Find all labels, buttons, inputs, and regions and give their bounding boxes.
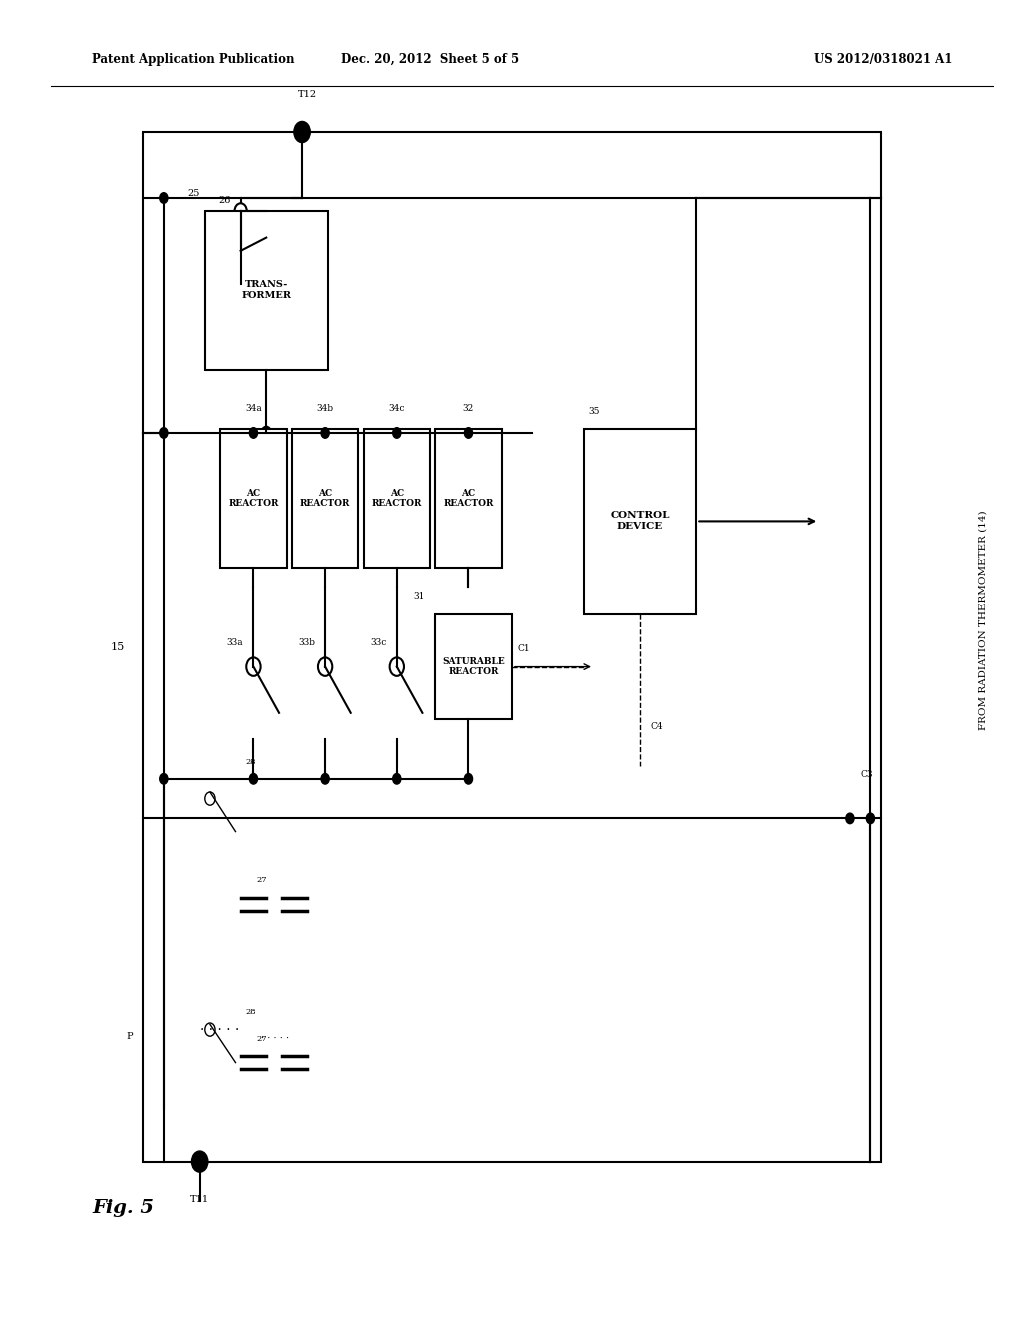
Text: TRANS-
FORMER: TRANS- FORMER xyxy=(242,280,291,301)
Text: 31: 31 xyxy=(414,591,425,601)
Text: P: P xyxy=(127,1032,133,1040)
Text: AC
REACTOR: AC REACTOR xyxy=(228,488,279,508)
Bar xyxy=(364,429,430,568)
Text: C3: C3 xyxy=(860,770,872,779)
Text: US 2012/0318021 A1: US 2012/0318021 A1 xyxy=(814,53,952,66)
Circle shape xyxy=(392,774,400,784)
Text: T11: T11 xyxy=(190,1195,209,1204)
Circle shape xyxy=(866,813,874,824)
Text: 33c: 33c xyxy=(371,638,386,647)
Text: 34a: 34a xyxy=(245,404,262,413)
Text: T12: T12 xyxy=(298,90,316,99)
Circle shape xyxy=(392,428,400,438)
Bar xyxy=(292,429,358,568)
Text: 27: 27 xyxy=(256,876,266,884)
Text: C1: C1 xyxy=(517,644,529,653)
Bar xyxy=(143,132,881,1162)
Text: Dec. 20, 2012  Sheet 5 of 5: Dec. 20, 2012 Sheet 5 of 5 xyxy=(341,53,519,66)
Text: SATURABLE
REACTOR: SATURABLE REACTOR xyxy=(442,657,505,676)
Text: 33b: 33b xyxy=(298,638,315,647)
Text: 33a: 33a xyxy=(226,638,244,647)
Text: · · · · ·: · · · · · xyxy=(200,1023,239,1036)
Text: 28: 28 xyxy=(246,758,256,766)
Text: 27: 27 xyxy=(256,1035,266,1043)
Circle shape xyxy=(322,774,330,784)
Text: 26: 26 xyxy=(218,195,230,205)
Text: 34b: 34b xyxy=(316,404,334,413)
Circle shape xyxy=(250,774,258,784)
Text: 15: 15 xyxy=(111,642,125,652)
Circle shape xyxy=(191,1151,208,1172)
Circle shape xyxy=(322,428,330,438)
Circle shape xyxy=(160,428,168,438)
Text: Fig. 5: Fig. 5 xyxy=(92,1199,155,1217)
Bar xyxy=(220,429,287,568)
Text: 25: 25 xyxy=(187,189,200,198)
Circle shape xyxy=(465,428,473,438)
Circle shape xyxy=(160,193,168,203)
Circle shape xyxy=(465,774,473,784)
Circle shape xyxy=(846,813,854,824)
Bar xyxy=(205,211,328,370)
Text: AC
REACTOR: AC REACTOR xyxy=(300,488,350,508)
Text: 28: 28 xyxy=(246,1008,256,1016)
Text: Patent Application Publication: Patent Application Publication xyxy=(92,53,295,66)
Text: AC
REACTOR: AC REACTOR xyxy=(443,488,494,508)
Text: AC
REACTOR: AC REACTOR xyxy=(372,488,422,508)
Bar xyxy=(584,429,696,614)
Circle shape xyxy=(160,774,168,784)
Circle shape xyxy=(250,428,258,438)
Text: C4: C4 xyxy=(650,722,663,730)
Bar xyxy=(435,614,512,719)
Text: 32: 32 xyxy=(463,404,474,413)
Circle shape xyxy=(294,121,310,143)
Text: FROM RADIATION THERMOMETER (14): FROM RADIATION THERMOMETER (14) xyxy=(979,511,987,730)
Text: CONTROL
DEVICE: CONTROL DEVICE xyxy=(610,511,670,532)
Text: · · · · ·: · · · · · xyxy=(261,1034,289,1043)
Text: 34c: 34c xyxy=(388,404,406,413)
Bar xyxy=(435,429,502,568)
Text: 35: 35 xyxy=(589,407,600,416)
Circle shape xyxy=(261,426,271,440)
